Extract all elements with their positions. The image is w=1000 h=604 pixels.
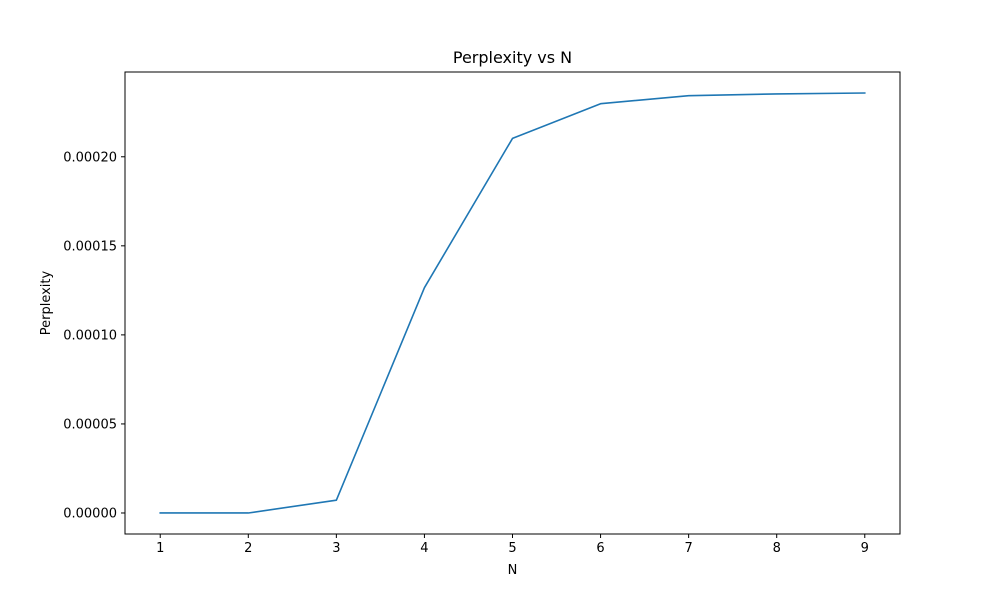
- y-axis-label: Perplexity: [39, 270, 54, 335]
- y-tick-label: 0.00015: [63, 239, 117, 254]
- y-axis-ticks: 0.00000 0.00005 0.00010 0.00015 0.00020: [63, 150, 125, 521]
- y-tick-label: 0.00000: [63, 506, 117, 521]
- chart-title: Perplexity vs N: [453, 48, 572, 67]
- y-tick-label: 0.00005: [63, 417, 117, 432]
- x-tick-label: 7: [684, 541, 692, 556]
- x-tick-label: 4: [420, 541, 428, 556]
- x-axis-label: N: [508, 563, 518, 578]
- x-axis-ticks: 1 2 3 4 5 6 7 8 9: [156, 534, 869, 556]
- x-tick-label: 8: [773, 541, 781, 556]
- axes-frame: [124, 71, 901, 535]
- x-tick-label: 6: [596, 541, 604, 556]
- plot-area: [124, 71, 901, 535]
- x-tick-label: 5: [508, 541, 516, 556]
- x-tick-label: 2: [244, 541, 252, 556]
- y-tick-label: 0.00010: [63, 328, 117, 343]
- x-tick-label: 3: [332, 541, 340, 556]
- x-tick-label: 1: [156, 541, 164, 556]
- series-line: [159, 92, 866, 514]
- x-tick-label: 9: [861, 541, 869, 556]
- y-tick-label: 0.00020: [63, 150, 117, 165]
